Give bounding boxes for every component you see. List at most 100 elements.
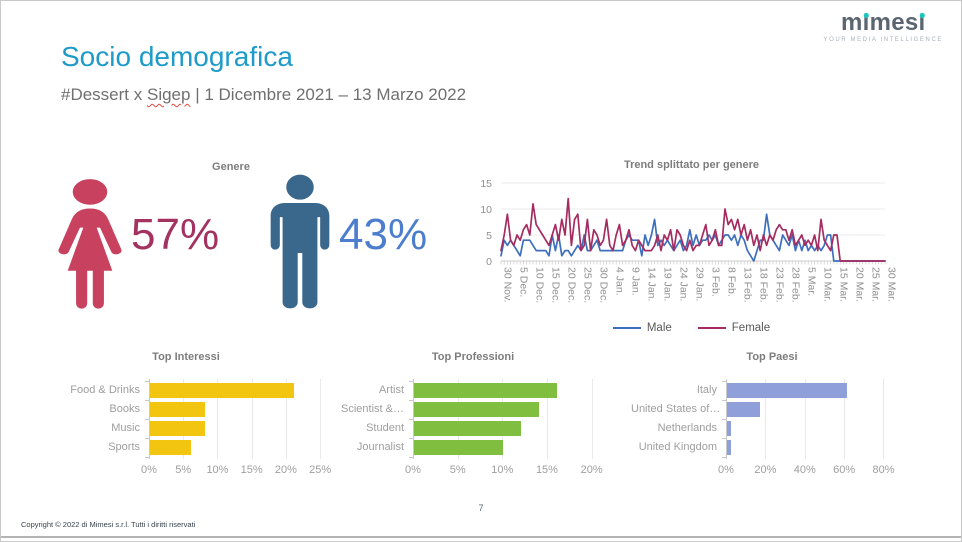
category-axis-labels: Artist Scientist &… Student Journalist — [341, 379, 413, 459]
category-tick — [409, 438, 413, 439]
svg-text:23 Feb.: 23 Feb. — [774, 267, 786, 303]
category-tick — [145, 400, 149, 401]
subtitle-prefix: #Dessert x — [61, 85, 147, 104]
axis-tick-label: 15% — [535, 464, 558, 476]
category-label: Sports — [108, 441, 140, 453]
category-label: Italy — [696, 384, 717, 396]
bar-student — [414, 421, 522, 436]
legend-item-male: Male — [612, 322, 672, 334]
category-label: Student — [366, 422, 404, 434]
gridline — [804, 379, 806, 459]
svg-text:14 Jan.: 14 Jan. — [646, 267, 658, 301]
bar-chart-top-professioni: Top Professioni Artist Scientist &… Studen… — [341, 351, 605, 478]
axis-tick-label: 0% — [718, 464, 734, 476]
gridline — [320, 379, 322, 459]
bar-artist — [414, 383, 557, 398]
bar-journalist — [414, 440, 504, 455]
bar-music — [150, 421, 205, 436]
trend-legend: Male Female — [469, 322, 914, 334]
bar-chart-body: Artist Scientist &… Student Journalist — [341, 379, 605, 459]
category-tick — [409, 457, 413, 458]
gridline — [883, 379, 885, 459]
female-percentage: 57% — [131, 210, 220, 259]
bar-chart-title: Top Interessi — [152, 351, 220, 363]
svg-text:5: 5 — [486, 230, 492, 242]
svg-text:10 Dec.: 10 Dec. — [534, 267, 546, 303]
subtitle-misspelled-word: Sigep — [146, 85, 191, 104]
axis-baseline — [726, 379, 727, 459]
gridline — [217, 379, 219, 459]
category-label: Music — [111, 422, 140, 434]
logo-wordmark: mı mesı — [840, 9, 926, 36]
logo-i-dot — [919, 13, 925, 18]
mimesi-logo: mı mesı YOUR MEDIA INTELLIGENCE — [824, 9, 943, 44]
bar-chart-title: Top Paesi — [746, 351, 798, 363]
svg-text:9 Jan.: 9 Jan. — [630, 267, 642, 296]
axis-tick-label: 10% — [206, 464, 229, 476]
category-axis-labels: Food & Drinks Books Music Sports — [45, 379, 149, 459]
category-tick — [145, 381, 149, 382]
category-tick — [722, 381, 726, 382]
bar-chart-top-interessi: Top Interessi Food & Drinks Books Music Spo… — [45, 351, 331, 478]
gridline — [457, 379, 459, 459]
category-tick — [409, 419, 413, 420]
category-label: Journalist — [356, 441, 404, 453]
category-tick — [145, 419, 149, 420]
svg-text:10: 10 — [480, 204, 492, 216]
category-tick — [145, 457, 149, 458]
axis-tick-label: 0% — [141, 464, 157, 476]
trend-chart-title: Trend splittato per genere — [623, 159, 760, 171]
bar-chart-body: Italy United States of… Netherlands United … — [631, 379, 913, 459]
svg-text:20 Mar.: 20 Mar. — [854, 267, 866, 302]
svg-text:5 Dec.: 5 Dec. — [518, 267, 530, 297]
gridline — [546, 379, 548, 459]
svg-text:10 Mar.: 10 Mar. — [822, 267, 834, 302]
svg-text:20 Dec.: 20 Dec. — [566, 267, 578, 303]
svg-text:25 Mar.: 25 Mar. — [870, 267, 882, 302]
bar-netherlands — [727, 421, 731, 436]
svg-text:4 Jan.: 4 Jan. — [614, 267, 626, 296]
axis-tick-label: 40% — [793, 464, 816, 476]
plot-area — [145, 379, 327, 459]
bar-sports — [150, 440, 192, 455]
copyright-notice: Copyright © 2022 di Mimesi s.r.l. Tutti … — [21, 520, 196, 529]
svg-text:15: 15 — [480, 178, 492, 190]
slide-subtitle: #Dessert x Sigep | 1 Dicembre 2021 – 13 … — [61, 85, 466, 105]
gridline — [502, 379, 504, 459]
axis-tick-label: 60% — [833, 464, 856, 476]
svg-text:8 Feb.: 8 Feb. — [726, 267, 738, 297]
bottom-border — [1, 536, 961, 538]
svg-text:30 Mar.: 30 Mar. — [886, 267, 898, 302]
category-tick — [409, 400, 413, 401]
axis-tick-label: 20% — [580, 464, 603, 476]
svg-text:29 Jan.: 29 Jan. — [694, 267, 706, 301]
svg-text:30 Dec.: 30 Dec. — [598, 267, 610, 303]
axis-tick-label: 80% — [872, 464, 895, 476]
svg-text:0: 0 — [486, 256, 492, 268]
svg-text:15 Mar.: 15 Mar. — [838, 267, 850, 302]
plot-area — [409, 379, 605, 459]
subtitle-date-range: | 1 Dicembre 2021 – 13 Marzo 2022 — [190, 85, 467, 104]
trend-plot-area: 0 5 10 15 30 Nov. 5 Dec. 10 Dec. 15 Dec. 20 Dec.… — [480, 178, 898, 303]
gridline — [285, 379, 287, 459]
axis-tick-label: 10% — [491, 464, 514, 476]
category-label: Books — [109, 403, 140, 415]
category-tick — [722, 400, 726, 401]
gridline — [765, 379, 767, 459]
svg-text:3 Feb.: 3 Feb. — [710, 267, 722, 297]
category-tick — [722, 438, 726, 439]
category-label: Food & Drinks — [70, 384, 140, 396]
value-axis: 0% 20% 40% 60% 80% — [718, 464, 913, 478]
gridline — [591, 379, 593, 459]
bar-united-states-of- — [727, 402, 761, 417]
axis-baseline — [413, 379, 414, 459]
svg-text:28 Feb.: 28 Feb. — [790, 267, 802, 303]
bar-food-drinks — [150, 383, 294, 398]
axis-tick-label: 20% — [274, 464, 297, 476]
bar-chart-title: Top Professioni — [431, 351, 515, 363]
female-line-swatch — [697, 326, 726, 330]
svg-text:13 Feb.: 13 Feb. — [742, 267, 754, 303]
page-title: Socio demografica — [61, 41, 293, 72]
category-tick — [722, 457, 726, 458]
